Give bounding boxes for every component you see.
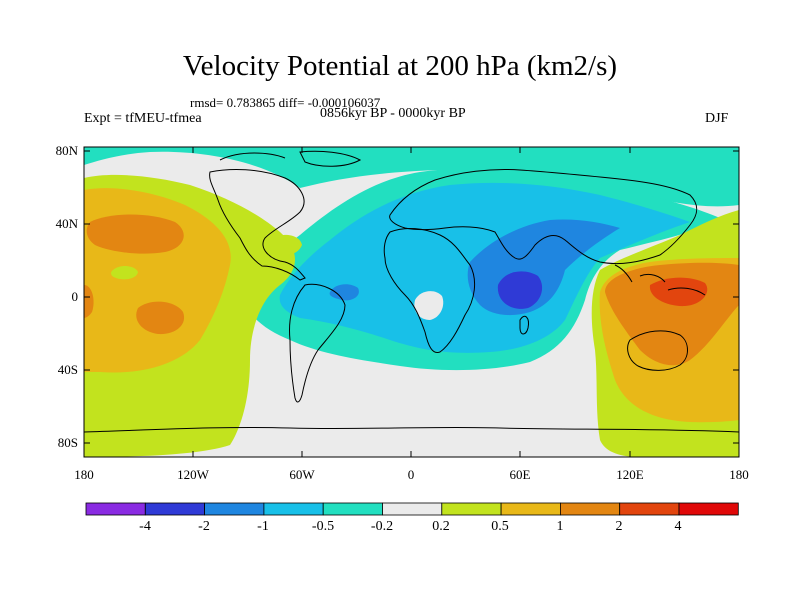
colorbar-label-10: 4	[674, 519, 682, 534]
colorbar-label-4: -0.5	[311, 519, 335, 534]
colorbar-box-7	[441, 502, 502, 516]
colorbar-box-10	[619, 502, 680, 516]
colorbar-label-7: 0.5	[491, 519, 509, 534]
colorbar-label-5: -0.2	[370, 519, 394, 534]
field-west-orange-south	[136, 301, 185, 335]
coast-africa	[383, 227, 476, 354]
colorbar-box-3	[204, 502, 265, 516]
lat-label-80n: 80N	[55, 143, 78, 158]
coast-north-america	[209, 169, 306, 281]
lon-label-180w: 180	[74, 467, 94, 482]
field-west-orange-north	[86, 214, 184, 254]
colorbar-label-2: -2	[198, 519, 210, 534]
colorbar	[85, 502, 739, 516]
experiment-label: Expt = tfMEU-tfmea	[84, 111, 202, 126]
field-atlantic-blue	[329, 284, 359, 301]
lat-label-40n: 40N	[55, 216, 78, 231]
colorbar-label-8: 1	[556, 519, 564, 534]
period-label: 0856kyr BP - 0000kyr BP	[320, 106, 466, 121]
coast-australia	[627, 330, 688, 371]
lon-label-120e: 120E	[616, 467, 644, 482]
colorbar-label-9: 2	[615, 519, 623, 534]
lon-label-180e: 180	[729, 467, 749, 482]
lat-label-40s: 40S	[57, 362, 78, 377]
axis-ticks	[84, 147, 739, 457]
field-east-red-orange	[649, 277, 708, 307]
field-dark-blue-min	[497, 271, 543, 309]
lon-label-60e: 60E	[509, 467, 531, 482]
coast-south-america	[289, 283, 346, 403]
lat-label-80s: 80S	[57, 435, 78, 450]
coast-antarctica	[84, 426, 739, 433]
season-label: DJF	[705, 111, 729, 126]
colorbar-box-8	[500, 502, 561, 516]
field-dateline-orange	[84, 285, 94, 318]
lat-label-0: 0	[71, 289, 79, 304]
field-caribbean-yellowgreen	[267, 234, 302, 256]
field-north-band	[84, 147, 739, 207]
coastlines	[84, 150, 739, 433]
colorbar-box-2	[144, 502, 206, 516]
field-atlantic-neutral	[414, 291, 444, 320]
lon-label-0: 0	[407, 467, 415, 482]
lon-label-60w: 60W	[289, 467, 315, 482]
colorbar-label-6: 0.2	[432, 519, 450, 534]
coast-eurasia	[389, 169, 698, 265]
coast-arctic-islands	[219, 150, 362, 167]
colorbar-box-9	[560, 502, 621, 516]
coast-madagascar	[519, 315, 529, 335]
map-title: Velocity Potential at 200 hPa (km2/s)	[182, 50, 618, 82]
colorbar-box-6	[382, 502, 443, 516]
colorbar-label-1: -4	[139, 519, 151, 534]
lon-label-120w: 120W	[177, 467, 209, 482]
colorbar-label-3: -1	[257, 519, 269, 534]
field-west-yellowgreen-spot	[111, 266, 138, 280]
colorbar-box-4	[263, 502, 324, 516]
colorbar-box-11	[678, 502, 739, 516]
colorbar-box-5	[322, 502, 383, 516]
coast-maritime-continent	[614, 264, 706, 296]
stats-text: rmsd= 0.783865 diff= -0.000106037	[190, 95, 381, 110]
colorbar-box-1	[85, 502, 146, 516]
